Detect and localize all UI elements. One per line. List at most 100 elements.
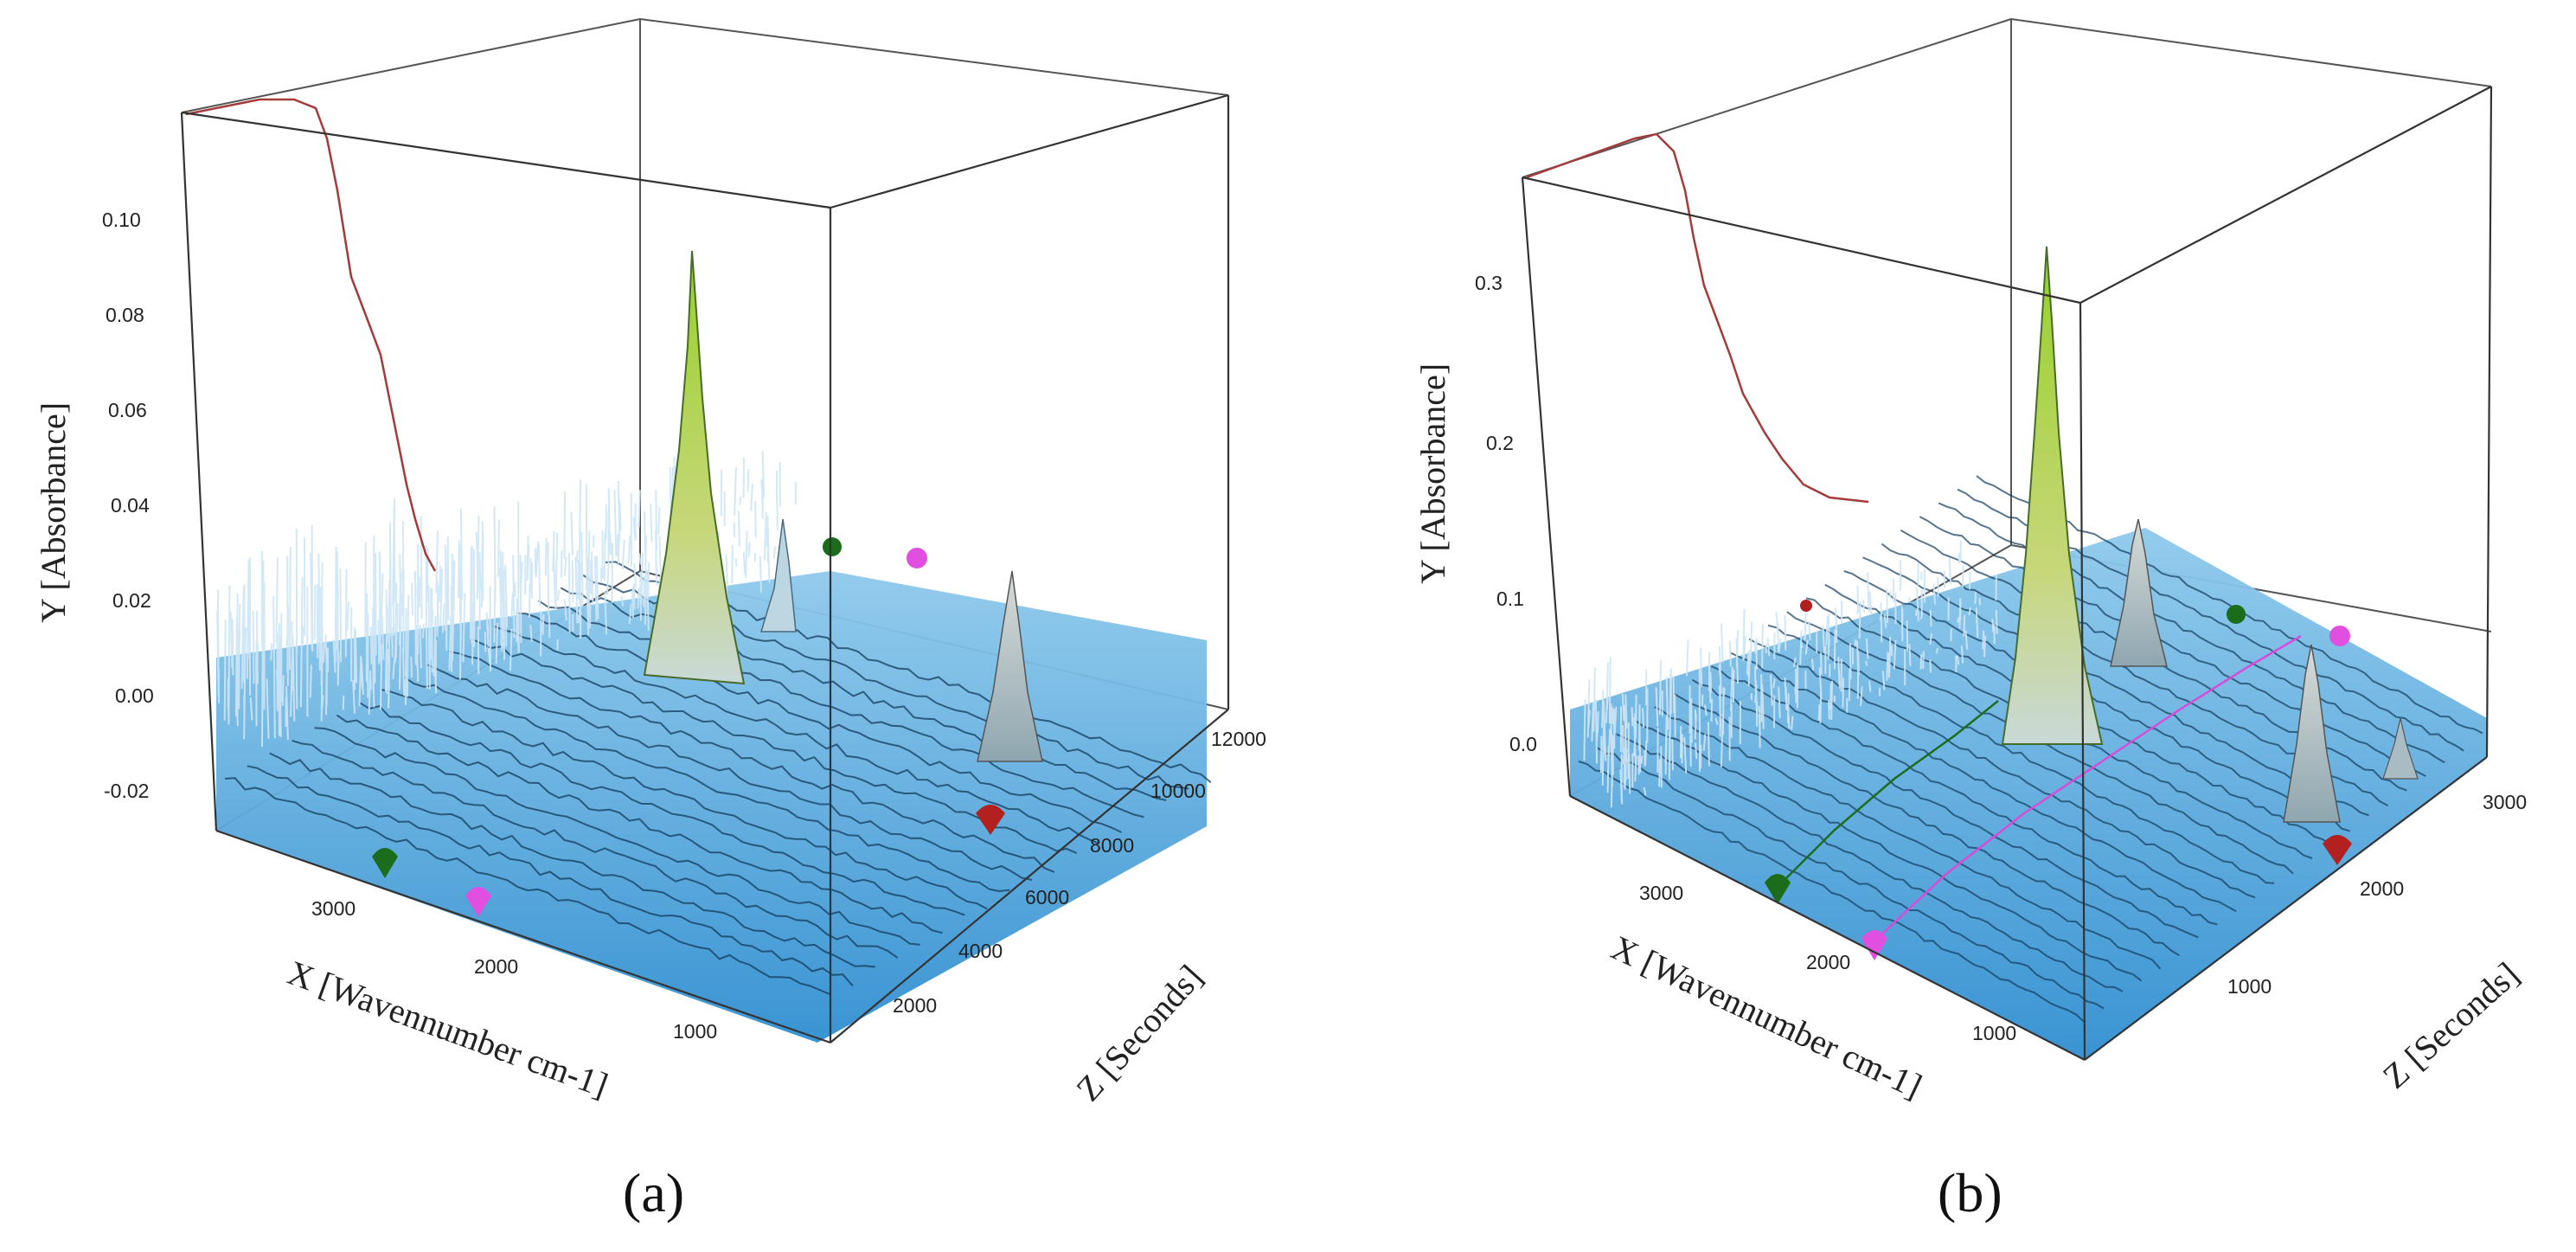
surface-noise-spike: [1611, 707, 1614, 724]
surface-ridge-line: [247, 765, 854, 987]
surface-noise-spike: [1830, 680, 1833, 721]
panel-b-z-tick-2: 2000: [2360, 877, 2404, 900]
surface-noise-spike: [439, 568, 443, 626]
surface-noise-spike: [1932, 583, 1936, 605]
surface-noise-spike: [1959, 540, 1962, 562]
surface-noise-spike: [285, 686, 289, 741]
surface-noise-spike: [1772, 678, 1776, 689]
surface-noise-spike: [538, 544, 541, 607]
surface-noise-spike: [1761, 624, 1764, 669]
surface-noise-spike: [578, 608, 581, 624]
panel-b-kinetic-slice-magenta: [1876, 634, 2302, 940]
surface-noise-spike: [593, 555, 598, 621]
surface-noise-spike: [295, 639, 298, 709]
surface-ridge-line: [448, 650, 1055, 873]
surface-noise-spike: [1784, 615, 1787, 651]
surface-noise-spike: [358, 656, 362, 707]
surface-noise-spike: [1658, 659, 1663, 716]
panel-b-far-right-peak: [2382, 717, 2419, 780]
surface-noise-spike: [639, 571, 643, 594]
surface-noise-spike: [617, 518, 621, 564]
surface-ridge-line: [314, 727, 920, 946]
panel-a-marker-magenta-front: [465, 887, 491, 917]
surface-noise-spike: [1968, 607, 1971, 616]
panel-b-secondary-peak: [2110, 518, 2168, 667]
surface-noise-spike: [552, 530, 555, 572]
surface-noise-spike: [368, 670, 372, 715]
surface-noise-spike: [1849, 643, 1852, 679]
surface-noise-spike: [1596, 711, 1599, 733]
surface-noise-spike: [1658, 759, 1661, 787]
panel-b-y-axis-label: Y [Absorbance]: [1413, 363, 1452, 584]
surface-noise-spike: [520, 562, 523, 587]
surface-noise-spike: [644, 535, 647, 602]
surface-ridge-line: [1767, 624, 2275, 884]
surface-ridge-line: [1938, 502, 2445, 764]
surface-noise-spike: [554, 532, 559, 609]
surface-noise-spike: [633, 562, 638, 588]
panel-b-marker-green-front: [1765, 874, 1791, 904]
surface-noise-spike: [747, 469, 750, 492]
surface-noise-spike: [731, 545, 734, 584]
surface-ridge-line: [403, 676, 1010, 893]
surface-noise-spike: [650, 504, 653, 543]
surface-noise-spike: [1929, 659, 1932, 673]
surface-noise-spike: [1735, 629, 1740, 668]
panel-a-ridges: [224, 561, 1212, 996]
surface-noise-spike: [313, 585, 317, 640]
surface-noise-spike: [1766, 638, 1771, 657]
panel-b-box-front: [1521, 86, 2493, 1061]
surface-noise-spike: [1811, 658, 1815, 671]
surface-noise-spike: [596, 555, 599, 620]
surface-noise-spike: [628, 603, 632, 625]
surface-noise-spike: [484, 632, 487, 652]
surface-noise-spike: [1808, 620, 1811, 641]
surface-noise-spike: [1948, 557, 1952, 585]
surface-noise-spike: [394, 603, 399, 658]
surface-noise-spike: [589, 561, 593, 595]
panel-b-x-ticks: 3000 2000 1000: [1639, 882, 2016, 1044]
surface-noise-spike: [645, 569, 650, 631]
surface-noise-spike: [223, 619, 227, 721]
surface-noise-spike: [1660, 746, 1663, 788]
surface-noise-spike: [1655, 687, 1659, 727]
surface-noise-spike: [517, 582, 520, 653]
surface-ridge-line: [1578, 761, 2086, 1024]
surface-noise-spike: [361, 664, 364, 696]
surface-noise-spike: [1908, 644, 1912, 666]
surface-noise-spike: [1880, 602, 1883, 643]
surface-noise-spike: [1914, 609, 1918, 617]
surface-noise-spike: [1690, 697, 1693, 743]
surface-noise-spike: [390, 632, 394, 650]
surface-ridge-line: [1862, 556, 2369, 817]
surface-noise-spike: [1842, 677, 1845, 708]
surface-ridge-line: [516, 612, 1122, 833]
surface-noise-spike: [236, 617, 240, 706]
panel-a-box-front: [180, 93, 1230, 1044]
surface-noise-spike: [613, 490, 618, 556]
surface-noise-spike: [281, 675, 285, 706]
panel-b-kinetic-slice-green: [1781, 700, 1999, 883]
surface-noise-spike: [1642, 708, 1644, 729]
surface-noise-spike: [346, 601, 349, 631]
surface-noise-spike: [439, 565, 442, 603]
panel-a-z-axis-label: Z [Seconds]: [1068, 957, 1210, 1108]
surface-noise-spike: [556, 589, 561, 601]
surface-noise-spike: [644, 511, 646, 551]
surface-noise-spike: [252, 611, 255, 684]
panel-a-y-tick-6: 0.00: [115, 684, 154, 707]
surface-noise-spike: [620, 595, 625, 607]
surface-noise-spike: [311, 524, 314, 652]
surface-ridge-line: [493, 625, 1099, 844]
surface-ridge-line: [1729, 652, 2237, 913]
surface-noise-spike: [406, 594, 410, 697]
surface-noise-spike: [529, 625, 533, 642]
surface-noise-spike: [387, 648, 390, 681]
panel-a-y-tick-7: -0.02: [104, 780, 149, 802]
surface-noise-spike: [1743, 635, 1746, 660]
surface-noise-spike: [378, 551, 381, 657]
surface-noise-spike: [320, 695, 324, 712]
surface-noise-spike: [255, 644, 260, 676]
surface-noise-spike: [261, 568, 265, 656]
surface-noise-spike: [1586, 678, 1591, 738]
